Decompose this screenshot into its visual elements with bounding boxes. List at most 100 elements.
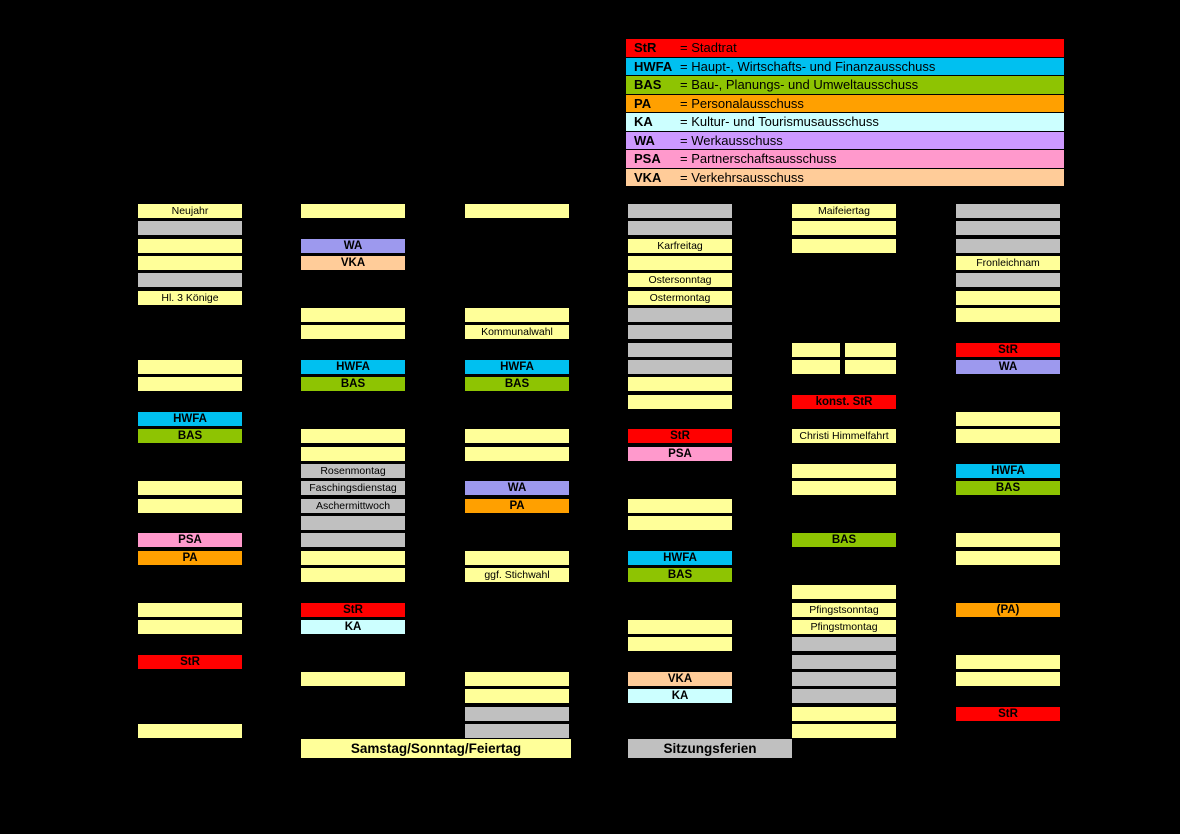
committee-legend-box: StR = Stadtrat HWFA = Haupt-, Wirtschafts- … [625, 38, 1065, 187]
weekend-holiday-cell [955, 671, 1061, 687]
weekend-holiday-cell [300, 307, 406, 323]
sitzungsferien-cell: Rosenmontag [300, 463, 406, 479]
weekend-holiday-cell [844, 359, 897, 375]
legend-item-bas: BAS = Bau-, Planungs- und Umweltausschuss [626, 76, 1064, 95]
meeting-cell-bas: BAS [627, 567, 733, 583]
sitzungsferien-cell [627, 220, 733, 236]
sitzungsferien-cell [300, 532, 406, 548]
weekend-holiday-cell [137, 498, 243, 514]
legend-item-pa: PA = Personalausschuss [626, 94, 1064, 113]
meeting-cell-str: StR [955, 342, 1061, 358]
weekend-holiday-cell: Neujahr [137, 203, 243, 219]
legend-abbr: PSA [634, 151, 661, 167]
sitzungsferien-cell [137, 272, 243, 288]
legend-abbr: WA [634, 132, 655, 148]
meeting-cell-bas: BAS [137, 428, 243, 444]
meeting-cell-bas: BAS [300, 376, 406, 392]
weekend-holiday-cell: Christi Himmelfahrt [791, 428, 897, 444]
legend-name: = Stadtrat [680, 40, 737, 56]
weekend-holiday-cell: Ostermontag [627, 290, 733, 306]
weekend-holiday-cell [791, 584, 897, 600]
meeting-cell-ka: KA [627, 688, 733, 704]
weekend-holiday-cell [464, 307, 570, 323]
legend-name: = Kultur- und Tourismusausschuss [680, 114, 879, 130]
sitzungsferien-legend-bar: Sitzungsferien [627, 738, 793, 759]
weekend-holiday-cell [300, 446, 406, 462]
weekend-holiday-cell [627, 376, 733, 392]
legend-abbr: VKA [634, 169, 662, 185]
weekend-holiday-cell [464, 203, 570, 219]
weekend-holiday-cell [955, 654, 1061, 670]
meeting-cell-psa: PSA [627, 446, 733, 462]
weekend-holiday-cell: Kommunalwahl [464, 324, 570, 340]
meeting-cell-pa: (PA) [955, 602, 1061, 618]
weekend-holiday-cell [464, 671, 570, 687]
weekend-holiday-cell [464, 550, 570, 566]
weekend-holiday-cell: ggf. Stichwahl [464, 567, 570, 583]
sitzungsferien-cell [627, 324, 733, 340]
weekend-holiday-cell: Pfingstsonntag [791, 602, 897, 618]
weekend-holiday-cell [300, 671, 406, 687]
weekend-holiday-cell [955, 532, 1061, 548]
meeting-cell-wa: WA [300, 238, 406, 254]
meeting-cell-str: StR [955, 706, 1061, 722]
sitzungsferien-cell [955, 238, 1061, 254]
meeting-cell-str: StR [300, 602, 406, 618]
meeting-cell-bas: BAS [791, 532, 897, 548]
legend-item-vka: VKA = Verkehrsausschuss [626, 168, 1064, 186]
weekend-holiday-cell [464, 688, 570, 704]
weekend-holiday-cell [627, 498, 733, 514]
meeting-cell-str: StR [627, 428, 733, 444]
weekend-holiday-cell [791, 480, 897, 496]
meeting-cell-hwfa: HWFA [464, 359, 570, 375]
sitzungsferien-cell [791, 636, 897, 652]
sitzungsferien-cell [137, 220, 243, 236]
legend-name: = Personalausschuss [680, 95, 804, 111]
weekend-holiday-cell [955, 307, 1061, 323]
meeting-cell-hwfa: HWFA [627, 550, 733, 566]
weekend-holiday-cell: Fronleichnam [955, 255, 1061, 271]
weekend-holiday-cell [791, 342, 841, 358]
meeting-cell-hwfa: HWFA [955, 463, 1061, 479]
legend-abbr: HWFA [634, 58, 673, 74]
weekend-holiday-cell: Ostersonntag [627, 272, 733, 288]
meeting-cell-ka: KA [300, 619, 406, 635]
legend-name: = Partnerschaftsausschuss [680, 151, 837, 167]
meeting-cell-bas: BAS [464, 376, 570, 392]
weekend-holiday-cell [137, 480, 243, 496]
legend-abbr: BAS [634, 77, 662, 93]
sitzungsferien-cell [955, 272, 1061, 288]
sitzungsferien-cell [627, 359, 733, 375]
sitzungsferien-cell [300, 515, 406, 531]
legend-name: = Werkausschuss [680, 132, 783, 148]
weekend-holiday-cell: Maifeiertag [791, 203, 897, 219]
weekend-holiday-cell [791, 723, 897, 739]
sitzungsferien-cell: Aschermittwoch [300, 498, 406, 514]
weekend-holiday-legend-bar: Samstag/Sonntag/Feiertag [300, 738, 572, 759]
weekend-holiday-cell [137, 723, 243, 739]
weekend-holiday-cell [627, 515, 733, 531]
weekend-holiday-cell [137, 359, 243, 375]
weekend-holiday-cell [300, 428, 406, 444]
meeting-cell-psa: PSA [137, 532, 243, 548]
weekend-holiday-cell [955, 290, 1061, 306]
legend-item-psa: PSA = Partnerschaftsausschuss [626, 150, 1064, 169]
sitzungsferien-cell [627, 203, 733, 219]
legend-abbr: PA [634, 95, 652, 111]
weekend-holiday-cell [137, 376, 243, 392]
meeting-cell-str: konst. StR [791, 394, 897, 410]
weekend-holiday-cell [791, 220, 897, 236]
weekend-holiday-cell [300, 203, 406, 219]
weekend-holiday-cell [791, 706, 897, 722]
sitzungsferien-cell [791, 654, 897, 670]
weekend-holiday-cell [627, 255, 733, 271]
weekend-holiday-cell [844, 342, 897, 358]
weekend-holiday-cell [791, 238, 897, 254]
weekend-holiday-cell [627, 619, 733, 635]
sitzungsferien-cell [955, 203, 1061, 219]
weekend-holiday-cell [300, 567, 406, 583]
meeting-cell-vka: VKA [300, 255, 406, 271]
weekend-holiday-cell [137, 255, 243, 271]
meeting-cell-pa: PA [464, 498, 570, 514]
